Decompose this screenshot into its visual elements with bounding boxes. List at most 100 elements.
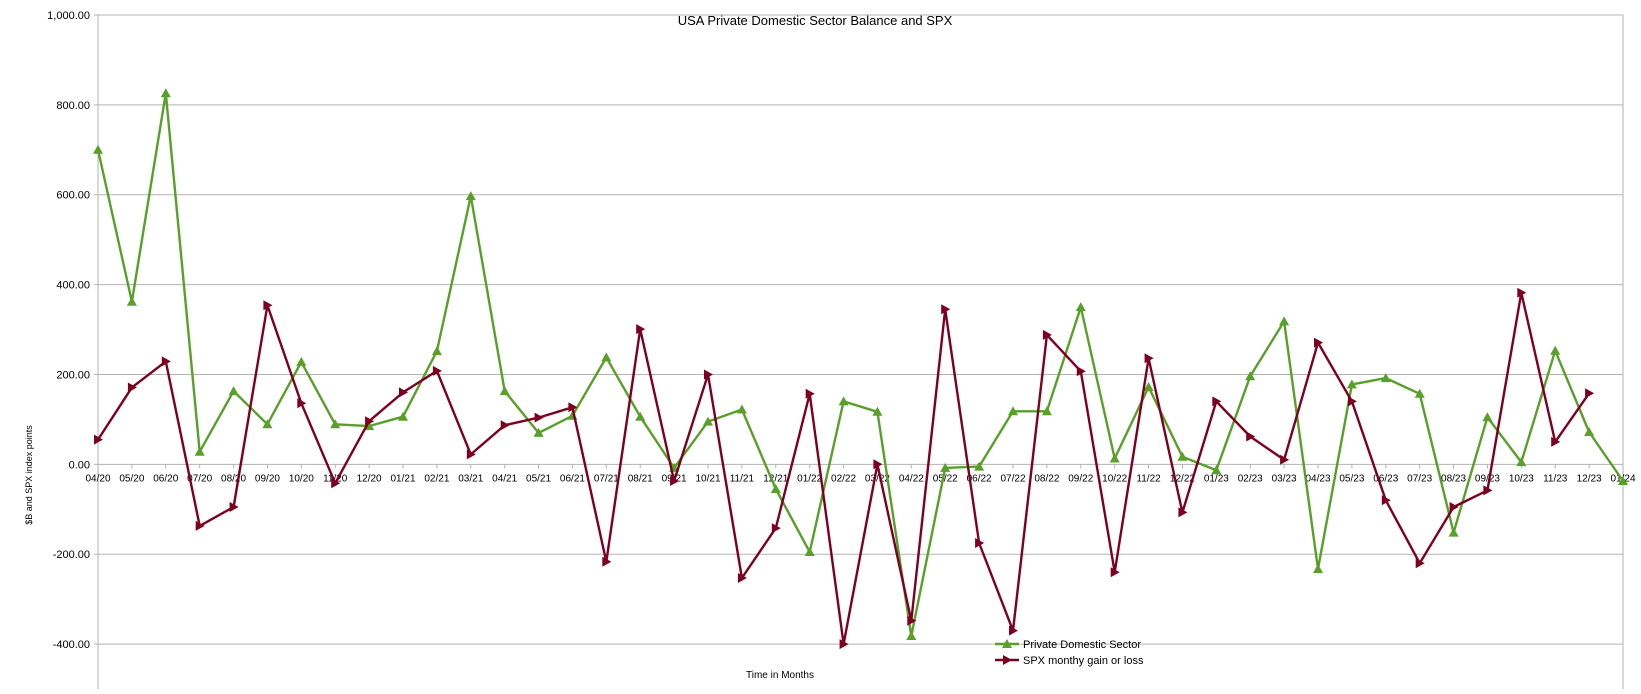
legend-item-spx-monthly-gain-or-loss: SPX monthy gain or loss: [995, 655, 1144, 667]
data-point: [805, 388, 815, 399]
y-tick-labels: 1,000.00 800.00 600.00 400.00 200.00 0.00 -200…: [47, 10, 90, 651]
y-tick-label: 800.00: [56, 100, 90, 112]
x-axis-title: Time in Months: [746, 670, 814, 681]
data-point: [533, 427, 544, 437]
data-point: [1246, 431, 1256, 442]
legend-label-spx-monthly-gain-or-loss: SPX monthy gain or loss: [1023, 655, 1144, 667]
data-point: [431, 346, 442, 356]
data-point: [1414, 388, 1425, 398]
data-point: [872, 406, 883, 416]
data-point: [1177, 451, 1188, 461]
x-tick-label: 04/21: [492, 473, 517, 484]
data-point: [907, 615, 917, 626]
data-point: [602, 556, 612, 567]
series-spx-monthy-gain-or-loss: [94, 287, 1595, 650]
x-tick-label: 03/23: [1272, 473, 1297, 484]
x-tick-label: 07/21: [594, 473, 619, 484]
x-tick-label: 05/23: [1339, 473, 1364, 484]
data-point: [873, 459, 883, 470]
data-point: [906, 631, 917, 640]
chart-title: USA Private Domestic Sector Balance and …: [678, 13, 953, 28]
x-tick-label: 10/20: [289, 473, 314, 484]
x-tick-label: 11/22: [1136, 473, 1161, 484]
data-point: [770, 484, 781, 493]
x-tick-label: 09/23: [1475, 473, 1500, 484]
data-point: [1483, 485, 1493, 496]
x-tick-label: 04/20: [85, 473, 110, 484]
y-tick-label: 200.00: [56, 369, 90, 381]
data-point: [432, 365, 442, 376]
data-point: [1211, 465, 1222, 475]
x-tick-label: 11/21: [730, 473, 755, 484]
data-point: [296, 356, 307, 366]
x-tick-label: 09/22: [1068, 473, 1093, 484]
data-point: [1448, 527, 1459, 537]
data-point: [974, 461, 985, 471]
data-point: [262, 419, 273, 429]
data-point: [330, 419, 341, 429]
x-tick-label: 08/23: [1441, 473, 1466, 484]
data-point: [737, 573, 747, 583]
data-point: [94, 434, 103, 445]
x-tick-label: 05/20: [119, 473, 144, 484]
x-tick-label: 06/20: [153, 473, 178, 484]
data-point: [703, 416, 713, 426]
data-point: [228, 386, 239, 396]
data-point: [499, 386, 510, 396]
x-tick-label: 08/20: [221, 473, 246, 484]
data-point: [1178, 507, 1188, 518]
data-point: [1041, 406, 1052, 416]
y-tick-label: 1,000.00: [47, 10, 90, 22]
data-point: [195, 520, 205, 531]
x-tick-label: 05/21: [526, 473, 551, 484]
x-tick-label: 06/22: [967, 473, 992, 484]
x-tick-label: 01/21: [390, 473, 415, 484]
data-point: [1009, 625, 1018, 636]
data-point: [1482, 412, 1493, 422]
data-point: [263, 300, 273, 311]
data-point: [1313, 564, 1323, 573]
data-point: [1042, 329, 1052, 340]
y-axis-title: $B and SPX index points: [24, 425, 34, 525]
data-point: [1415, 558, 1425, 569]
x-tick-label: 12/20: [357, 473, 382, 484]
data-point: [940, 462, 951, 472]
x-tick-label: 08/21: [628, 473, 653, 484]
data-point: [704, 369, 713, 380]
y-tick-label: -200.00: [53, 549, 90, 561]
legend-label-private-domestic-sector: Private Domestic Sector: [1023, 639, 1141, 651]
data-point: [1550, 345, 1561, 355]
gridlines: [98, 14, 1623, 645]
data-point: [1551, 436, 1561, 447]
data-point: [1618, 476, 1628, 485]
x-tick-label: 03/21: [458, 473, 483, 484]
x-tick-label: 06/21: [560, 473, 585, 484]
x-tick-label: 02/22: [831, 473, 856, 484]
x-tick-label: 01/22: [797, 473, 822, 484]
x-tick-label: 12/23: [1577, 473, 1602, 484]
y-tick-label: 0.00: [69, 459, 90, 471]
data-point: [975, 538, 985, 548]
x-tick-label: 12/21: [763, 473, 788, 484]
data-point: [194, 446, 205, 456]
data-point: [93, 144, 103, 154]
x-tick-label: 11/20: [323, 473, 348, 484]
data-series: [93, 88, 1628, 650]
legend: Private Domestic Sector SPX monthy gain …: [995, 639, 1144, 667]
x-tick-label: 04/23: [1305, 473, 1330, 484]
y-tick-label: 400.00: [56, 280, 90, 292]
series-line-spx-monthy-gain-or-loss: [96, 291, 1591, 646]
data-point: [1517, 287, 1527, 298]
data-point: [1585, 388, 1595, 399]
data-point: [534, 412, 544, 423]
x-tick-label: 05/22: [933, 473, 958, 484]
data-point: [771, 523, 781, 534]
data-point: [1346, 379, 1357, 389]
x-tick-label: 02/21: [424, 473, 449, 484]
x-tick-label: 02/23: [1238, 473, 1263, 484]
series-line-private-domestic-sector: [96, 91, 1624, 638]
y-tick-label: -400.00: [53, 639, 90, 651]
data-point: [1314, 337, 1323, 348]
data-point: [229, 502, 239, 512]
